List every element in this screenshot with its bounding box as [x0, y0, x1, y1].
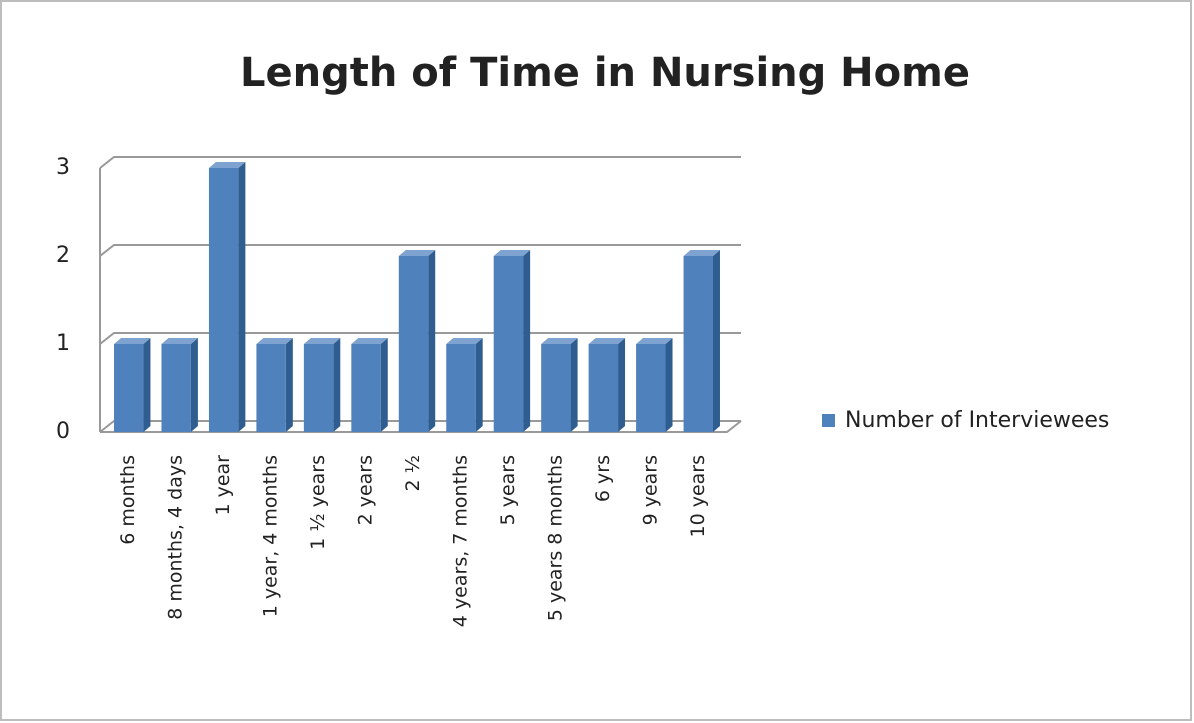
x-tick-label: 1 ½ years — [307, 455, 329, 550]
bar — [351, 344, 381, 432]
bar-top — [636, 338, 673, 344]
x-tick-label: 8 months, 4 days — [165, 455, 187, 620]
bar — [208, 168, 239, 432]
bar-side — [618, 338, 626, 432]
bar — [493, 256, 524, 432]
bar — [114, 344, 144, 432]
x-tick-label: 6 months — [117, 455, 139, 545]
y-tick-label: 2 — [56, 243, 70, 268]
bar-top — [114, 338, 151, 344]
bar-side — [712, 250, 720, 432]
bar-top — [161, 338, 198, 344]
grid-line — [99, 332, 741, 345]
chart-title: Length of Time in Nursing Home — [240, 50, 970, 96]
bar-side — [238, 162, 246, 432]
x-tick-label: 2 years — [355, 455, 377, 525]
bar-top — [493, 250, 531, 256]
bar-top — [683, 250, 720, 256]
bar-top — [208, 162, 246, 168]
bar — [636, 344, 666, 432]
x-tick-label: 1 year, 4 months — [260, 455, 282, 617]
bar-top — [398, 250, 436, 256]
legend-swatch — [822, 414, 835, 427]
legend-label: Number of Interviewees — [845, 408, 1109, 433]
bar-side — [285, 338, 293, 432]
x-tick-label: 4 years, 7 months — [449, 455, 471, 627]
bar-side — [143, 338, 151, 432]
y-tick-label: 0 — [56, 419, 70, 444]
bar — [303, 344, 334, 432]
bar-side — [475, 338, 483, 432]
bar — [161, 344, 191, 432]
x-tick-label: 5 years — [497, 455, 519, 525]
bar — [398, 256, 429, 432]
grid-line — [99, 244, 741, 257]
bar-top — [541, 338, 578, 344]
bar — [256, 344, 286, 432]
y-tick-label: 1 — [56, 331, 70, 356]
bar-side — [190, 338, 198, 432]
bar — [588, 344, 619, 432]
bar — [541, 344, 571, 432]
bar — [683, 256, 713, 432]
bar-top — [588, 338, 626, 344]
bar-side — [523, 250, 531, 432]
bar-side — [428, 250, 436, 432]
bar-side — [665, 338, 673, 432]
bar-top — [446, 338, 483, 344]
x-tick-label: 6 yrs — [592, 455, 614, 502]
bar-top — [303, 338, 341, 344]
bar — [446, 344, 476, 432]
bar-side — [570, 338, 578, 432]
x-tick-label: 2 ½ — [402, 455, 424, 492]
bar-top — [256, 338, 293, 344]
x-tick-label: 9 years — [639, 455, 661, 525]
y-tick-label: 3 — [56, 155, 70, 180]
x-tick-label: 1 year — [212, 455, 234, 516]
x-tick-label: 5 years 8 months — [544, 455, 566, 621]
x-tick-label: 10 years — [687, 455, 709, 538]
grid-line — [99, 420, 741, 433]
bar-top — [351, 338, 388, 344]
bar-side — [333, 338, 341, 432]
grid-line — [99, 156, 741, 169]
bar-side — [380, 338, 388, 432]
